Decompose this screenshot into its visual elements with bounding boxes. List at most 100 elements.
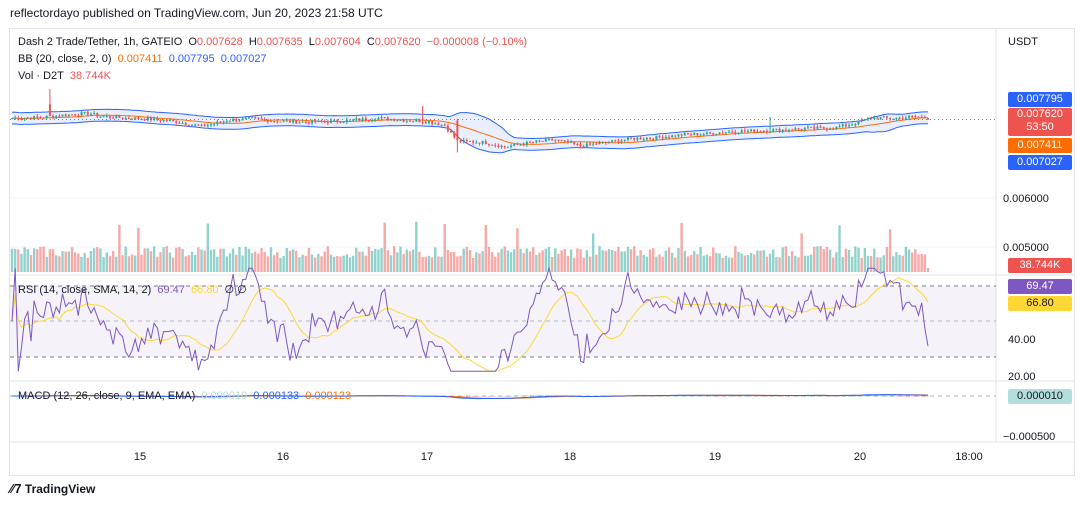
volume-bar xyxy=(377,249,380,272)
candle-body xyxy=(23,118,26,120)
macd-hist-tag: 0.000010 xyxy=(1008,389,1072,404)
macd-label: MACD (12, 26, close, 9, EMA, EMA) xyxy=(18,390,196,402)
candle-body xyxy=(203,124,206,127)
volume-bar xyxy=(181,248,184,272)
volume-bar xyxy=(850,256,854,272)
volume-bar xyxy=(263,251,266,272)
candle-body xyxy=(908,116,911,118)
price-tick: 0.006000 xyxy=(1003,193,1049,205)
macd-histogram-bar xyxy=(810,395,813,397)
candle-body xyxy=(917,116,920,118)
candle-body xyxy=(750,129,753,131)
candle-body xyxy=(209,124,212,126)
candle-body xyxy=(295,120,298,124)
time-label: 15 xyxy=(134,451,146,463)
candle-body xyxy=(806,127,809,129)
macd-histogram-bar xyxy=(860,395,863,397)
candle-body xyxy=(885,116,888,118)
macd-histogram-bar xyxy=(690,395,693,397)
candle-body xyxy=(108,116,111,118)
candle-body xyxy=(560,139,563,141)
candle-body xyxy=(857,120,860,125)
macd-histogram-bar xyxy=(863,395,866,397)
volume-bar xyxy=(841,257,844,272)
candle-body xyxy=(614,140,617,142)
candle-body xyxy=(112,117,115,119)
volume-bar xyxy=(332,256,336,272)
candle-body xyxy=(860,120,863,122)
volume-bar xyxy=(301,254,304,272)
macd-histogram-bar xyxy=(680,395,683,397)
candle-body xyxy=(765,130,768,133)
candle-body xyxy=(86,111,89,115)
volume-bar xyxy=(10,248,14,272)
macd-histogram-bar xyxy=(803,395,806,397)
volume-bar xyxy=(392,246,396,272)
volume-bar xyxy=(699,247,702,272)
volume-bar xyxy=(272,255,276,272)
candle-body xyxy=(314,120,317,122)
macd-histogram-bar xyxy=(664,395,667,397)
macd-histogram-bar xyxy=(857,395,860,397)
chart-frame[interactable] xyxy=(9,28,1075,476)
macd-histogram-bar xyxy=(506,395,509,397)
candle-body xyxy=(737,132,740,134)
volume-bar xyxy=(554,248,557,272)
candle-body xyxy=(494,145,497,147)
candle-body xyxy=(450,131,453,133)
volume-bar xyxy=(361,251,364,272)
candle-body xyxy=(124,117,127,119)
candle-body xyxy=(285,120,288,122)
volume-bar xyxy=(462,248,465,272)
volume-bar xyxy=(23,247,26,272)
candle-body xyxy=(260,118,263,120)
macd-histogram-bar xyxy=(696,395,699,397)
volume-bar xyxy=(421,257,424,272)
volume-bar xyxy=(892,256,895,272)
vol-legend[interactable]: Vol · D2T 38.744K xyxy=(18,70,114,82)
macd-histogram-bar xyxy=(838,396,841,397)
candle-body xyxy=(168,120,171,122)
candle-body xyxy=(693,133,696,135)
candle-body xyxy=(342,121,345,123)
volume-bar xyxy=(816,246,819,272)
volume-bar xyxy=(235,254,238,272)
bb-legend[interactable]: BB (20, close, 2, 0) 0.007411 0.007795 0… xyxy=(18,53,270,65)
symbol-name[interactable]: Dash 2 Trade/Tether, 1h, GATEIO xyxy=(18,36,183,48)
macd-histogram-bar xyxy=(206,396,209,397)
volume-bar xyxy=(813,246,816,272)
vol-value: 38.744K xyxy=(69,70,111,82)
tradingview-logo[interactable]: ⁄⁄7 TradingView xyxy=(10,481,95,496)
candle-body xyxy=(301,121,304,123)
candle-body xyxy=(39,117,42,119)
candle-body xyxy=(753,129,756,133)
volume-bar xyxy=(266,256,270,272)
macd-legend[interactable]: MACD (12, 26, close, 9, EMA, EMA) 0.0000… xyxy=(18,390,354,402)
rsi-legend[interactable]: RSI (14, close, SMA, 14, 2) 69.47 66.80 … xyxy=(18,283,250,296)
candle-body xyxy=(352,119,355,121)
volume-bar xyxy=(29,254,33,272)
candle-body xyxy=(383,117,386,119)
macd-histogram-bar xyxy=(876,395,879,397)
candle-body xyxy=(570,141,573,143)
macd-histogram-bar xyxy=(529,395,532,396)
volume-bar xyxy=(89,251,93,272)
candle-body xyxy=(219,121,222,123)
volume-bar xyxy=(383,222,386,272)
candle-body xyxy=(920,116,923,118)
candle-body xyxy=(437,123,440,126)
volume-bar xyxy=(588,256,592,272)
volume-bar xyxy=(314,257,317,272)
candle-body xyxy=(149,117,152,120)
volume-bar xyxy=(490,252,494,272)
macd-histogram-bar xyxy=(209,396,212,397)
candle-body xyxy=(273,121,276,123)
volume-bar xyxy=(55,255,58,272)
macd-histogram-bar xyxy=(927,396,929,397)
candle-body xyxy=(143,119,146,121)
volume-bar xyxy=(449,252,453,272)
volume-bar xyxy=(500,248,503,272)
volume-bar xyxy=(307,247,311,272)
volume-bar xyxy=(734,246,737,272)
